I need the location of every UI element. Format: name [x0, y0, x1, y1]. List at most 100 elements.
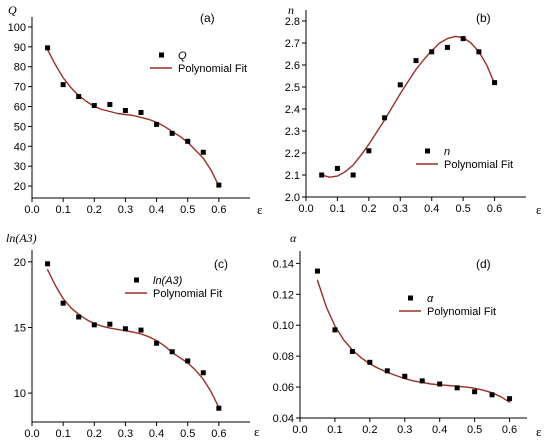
data-point — [138, 327, 144, 333]
data-point — [334, 165, 340, 171]
x-tick-label: 0.6 — [502, 424, 517, 436]
y-tick-label: 70 — [14, 82, 26, 94]
y-axis-label: ln(A3) — [6, 231, 37, 245]
y-tick-label: 10 — [14, 388, 26, 400]
y-tick-label: 0.08 — [273, 351, 294, 363]
data-point — [122, 107, 128, 113]
data-point — [154, 121, 160, 127]
x-tick-label: 0.6 — [211, 204, 226, 216]
data-point — [60, 82, 66, 88]
data-point — [185, 358, 191, 364]
y-tick-label: 20 — [14, 257, 26, 269]
x-tick-label: 0.5 — [455, 203, 470, 215]
data-point — [489, 392, 495, 398]
y-tick-label: 0.12 — [273, 289, 294, 301]
panel-a: 0.0 0.1 0.2 0.3 0.4 0.5 0.6 20 30 40 50 60 70 80 90 100… — [8, 3, 263, 217]
x-tick-label: 0.0 — [292, 424, 307, 436]
y-tick-label: 2.3 — [285, 126, 300, 138]
legend-marker-label: n — [444, 146, 450, 158]
panel-b: 0.0 0.1 0.2 0.3 0.4 0.5 0.6 2.0 2.1 2.2 2.3 2.4 2.5 2… — [285, 3, 542, 217]
data-point — [45, 261, 51, 267]
y-tick-label: 2.4 — [285, 104, 300, 116]
data-point — [429, 49, 435, 55]
x-tick-label: 0.2 — [87, 204, 102, 216]
data-point — [169, 130, 175, 136]
data-point — [444, 44, 450, 50]
data-point — [319, 172, 325, 178]
x-tick-label: 0.3 — [397, 424, 412, 436]
y-tick-label: 2.0 — [285, 192, 300, 204]
panel-d: 0.0 0.1 0.2 0.3 0.4 0.5 0.6 0.04 0.06 0.08 0.10 0.1… — [273, 231, 542, 439]
y-tick-label: 0.04 — [273, 413, 294, 425]
data-point — [216, 182, 222, 188]
fit-curve — [46, 269, 220, 409]
legend-marker — [134, 277, 139, 283]
x-tick-label: 0.2 — [362, 424, 377, 436]
data-point — [384, 368, 390, 374]
data-point — [472, 389, 478, 395]
panel-label: (c) — [214, 257, 228, 271]
data-point — [76, 94, 82, 100]
x-tick-label: 0.6 — [487, 203, 502, 215]
y-tick-label: 2.7 — [285, 38, 300, 50]
x-tick-label: 0.5 — [180, 428, 195, 440]
y-axis-label: α — [290, 231, 297, 245]
x-tick-label: 0.5 — [180, 204, 195, 216]
y-tick-label: 15 — [14, 322, 26, 334]
legend-line-label: Polynomial Fit — [178, 63, 247, 75]
data-point — [350, 172, 356, 178]
y-tick-label: 30 — [14, 161, 26, 173]
data-point — [402, 373, 408, 379]
x-tick-label: 0.0 — [298, 203, 313, 215]
data-point — [507, 396, 513, 402]
y-tick-label: 2.6 — [285, 60, 300, 72]
y-tick-label: 90 — [14, 42, 26, 54]
data-point — [185, 138, 191, 144]
data-point — [349, 349, 355, 355]
legend-marker — [408, 295, 413, 301]
data-point — [437, 381, 443, 387]
data-point — [454, 385, 460, 391]
y-tick-label: 2.2 — [285, 148, 300, 160]
data-point — [419, 378, 425, 384]
x-tick-label: 0.3 — [118, 428, 133, 440]
data-point — [314, 268, 320, 274]
x-tick-label: 0.2 — [87, 428, 102, 440]
x-tick-label: 0.3 — [118, 204, 133, 216]
data-point — [476, 49, 482, 55]
y-axis-label: n — [288, 3, 294, 17]
legend: ln(A3)Polynomial Fit — [125, 275, 222, 300]
data-point — [122, 326, 128, 332]
data-point — [382, 115, 388, 121]
y-tick-label: 0.14 — [273, 258, 294, 270]
data-point — [460, 36, 466, 42]
y-tick-label: 0.10 — [273, 320, 294, 332]
legend-marker — [159, 52, 164, 58]
legend-marker-label: ln(A3) — [153, 275, 183, 287]
x-axis-label: ε — [536, 424, 542, 439]
data-point — [367, 359, 373, 365]
data-point — [397, 82, 403, 88]
y-tick-label: 20 — [14, 181, 26, 193]
y-tick-label: 0.06 — [273, 382, 294, 394]
data-point — [91, 322, 97, 328]
x-tick-label: 0.4 — [424, 203, 439, 215]
x-tick-label: 0.2 — [361, 203, 376, 215]
x-axis-label: ε — [257, 202, 263, 217]
x-tick-label: 0.4 — [149, 204, 164, 216]
x-axis-label: ε — [536, 202, 542, 217]
panel-label: (a) — [200, 11, 215, 25]
x-tick-label: 0.3 — [393, 203, 408, 215]
data-point — [413, 58, 419, 64]
y-tick-label: 2.5 — [285, 82, 300, 94]
y-tick-label: 2.8 — [285, 16, 300, 28]
y-tick-label: 40 — [14, 141, 26, 153]
fit-curve — [316, 279, 511, 403]
legend-line-label: Polynomial Fit — [427, 306, 496, 318]
legend-marker — [425, 148, 430, 154]
x-tick-label: 0.6 — [211, 428, 226, 440]
data-point — [138, 109, 144, 115]
data-point — [216, 405, 222, 411]
data-point — [492, 80, 498, 86]
